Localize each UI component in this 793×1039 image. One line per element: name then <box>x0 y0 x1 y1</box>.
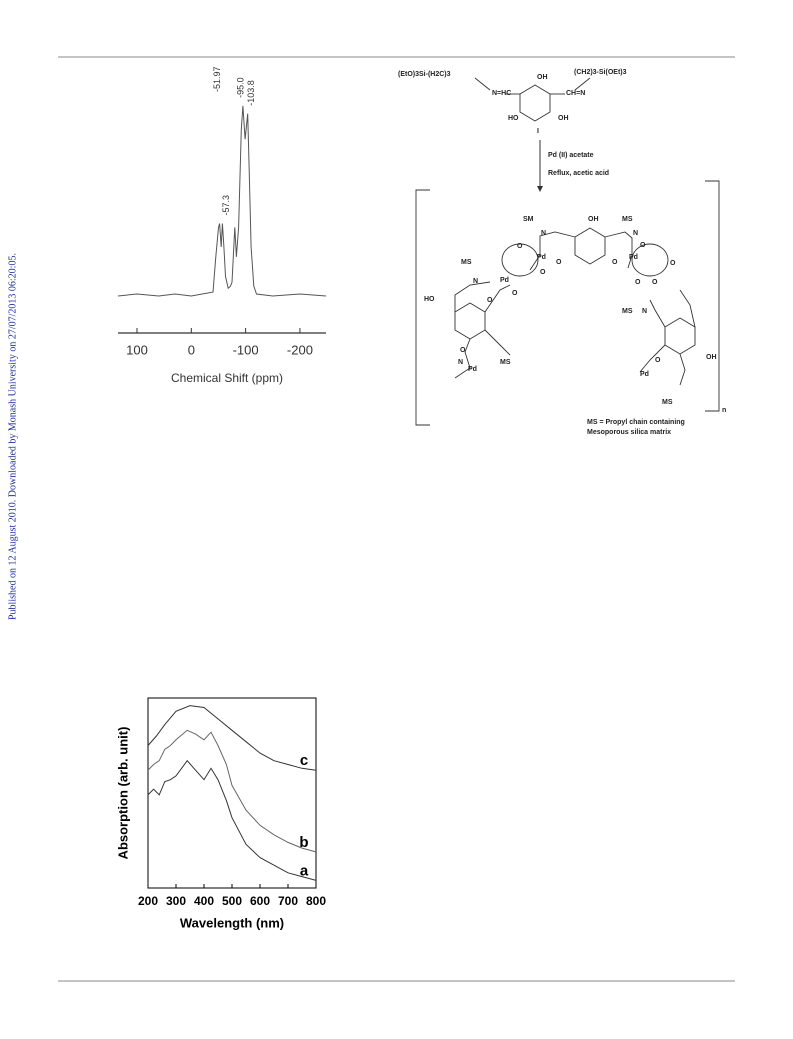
sidebar-note: Published on 12 August 2010. Downloaded … <box>7 253 18 620</box>
bond <box>454 281 511 313</box>
atom-label: O <box>460 347 466 354</box>
peak-label: -103.8 <box>246 80 256 106</box>
atom-label: O <box>512 290 518 297</box>
bond <box>574 77 591 91</box>
x-tick-label: -200 <box>287 342 313 357</box>
scheme-label: Pd <box>640 371 649 378</box>
plot-frame <box>147 697 317 889</box>
scheme-label: N <box>642 308 647 315</box>
x-axis-label: Wavelength (nm) <box>180 915 284 930</box>
ring <box>664 317 696 355</box>
x-tick-label: 300 <box>166 894 186 908</box>
scheme-label: OH <box>706 354 717 361</box>
scheme-label: Pd <box>468 366 477 373</box>
bond <box>454 329 686 386</box>
scheme-label: OH <box>558 115 569 122</box>
bond <box>529 231 633 271</box>
y-axis-label: Absorption (arb. unit) <box>115 727 130 860</box>
scheme-label: N <box>541 230 546 237</box>
scheme-label: HO <box>424 296 435 303</box>
scheme-label: MS <box>500 359 511 366</box>
peak-label: -95.0 <box>235 77 245 98</box>
data-line <box>147 729 317 853</box>
peak-label: -57.3 <box>221 195 231 216</box>
bond <box>474 77 491 91</box>
scheme-label: Pd <box>629 254 638 261</box>
scheme-label: Pd (II) acetate <box>548 152 594 159</box>
series-label: b <box>299 834 308 851</box>
ring <box>574 227 606 265</box>
atom-label: O <box>635 279 641 286</box>
atom-label: O <box>612 259 618 266</box>
series-label: c <box>300 752 308 769</box>
atom-label: O <box>670 260 676 267</box>
scheme-label: SM <box>523 216 534 223</box>
atom-label: O <box>640 242 646 249</box>
scheme-label: OH <box>588 216 599 223</box>
x-tick-label: 700 <box>278 894 298 908</box>
x-tick-label: 500 <box>222 894 242 908</box>
series-label: a <box>300 862 309 879</box>
scheme-label: N <box>633 230 638 237</box>
data-line <box>117 105 327 297</box>
x-tick-label: 100 <box>126 342 148 357</box>
scheme-label: Pd <box>500 277 509 284</box>
scheme-label: MS <box>461 259 472 266</box>
bracket <box>415 189 430 426</box>
scheme-label: CH=N <box>566 90 585 97</box>
scheme-label: MS <box>662 399 673 406</box>
x-tick-label: 0 <box>188 342 195 357</box>
atom-label: O <box>540 269 546 276</box>
scheme-label: I <box>537 128 539 135</box>
scheme-label: MS <box>622 308 633 315</box>
scheme-label: (EtO)3Si-(H2C)3 <box>398 71 451 78</box>
chelate <box>631 243 669 277</box>
scheme-label: HO <box>508 115 519 122</box>
scheme-label: Mesoporous silica matrix <box>587 429 671 436</box>
scheme-label: MS = Propyl chain containing <box>587 419 685 426</box>
bracket <box>705 180 720 412</box>
atom-label: O <box>487 297 493 304</box>
x-tick-label: 600 <box>250 894 270 908</box>
ring <box>519 84 551 122</box>
atom-label: O <box>652 279 658 286</box>
scheme-label: MS <box>622 216 633 223</box>
data-line <box>147 759 317 881</box>
arrowhead <box>537 186 543 192</box>
scheme-label: Pd <box>537 254 546 261</box>
scheme-label: N <box>458 359 463 366</box>
scheme-label: (CH2)3-Si(OEt)3 <box>574 69 627 76</box>
x-tick-label: -100 <box>233 342 259 357</box>
x-tick-label: 800 <box>306 894 326 908</box>
scheme-label: N <box>473 278 478 285</box>
scheme-label: OH <box>537 74 548 81</box>
ring <box>454 302 486 340</box>
x-tick-label: 400 <box>194 894 214 908</box>
scheme-label: N=HC <box>492 90 511 97</box>
scheme-label: n <box>722 407 726 414</box>
scheme-label: Reflux, acetic acid <box>548 170 609 177</box>
chelate <box>501 243 539 277</box>
bond <box>649 289 696 328</box>
x-tick-label: 200 <box>138 894 158 908</box>
atom-label: O <box>517 243 523 250</box>
scheme <box>415 77 720 426</box>
x-axis-label: Chemical Shift (ppm) <box>171 371 283 385</box>
data-line <box>147 705 317 771</box>
atom-label: O <box>556 259 562 266</box>
peak-label: -51.97 <box>212 66 222 92</box>
atom-label: O <box>655 357 661 364</box>
